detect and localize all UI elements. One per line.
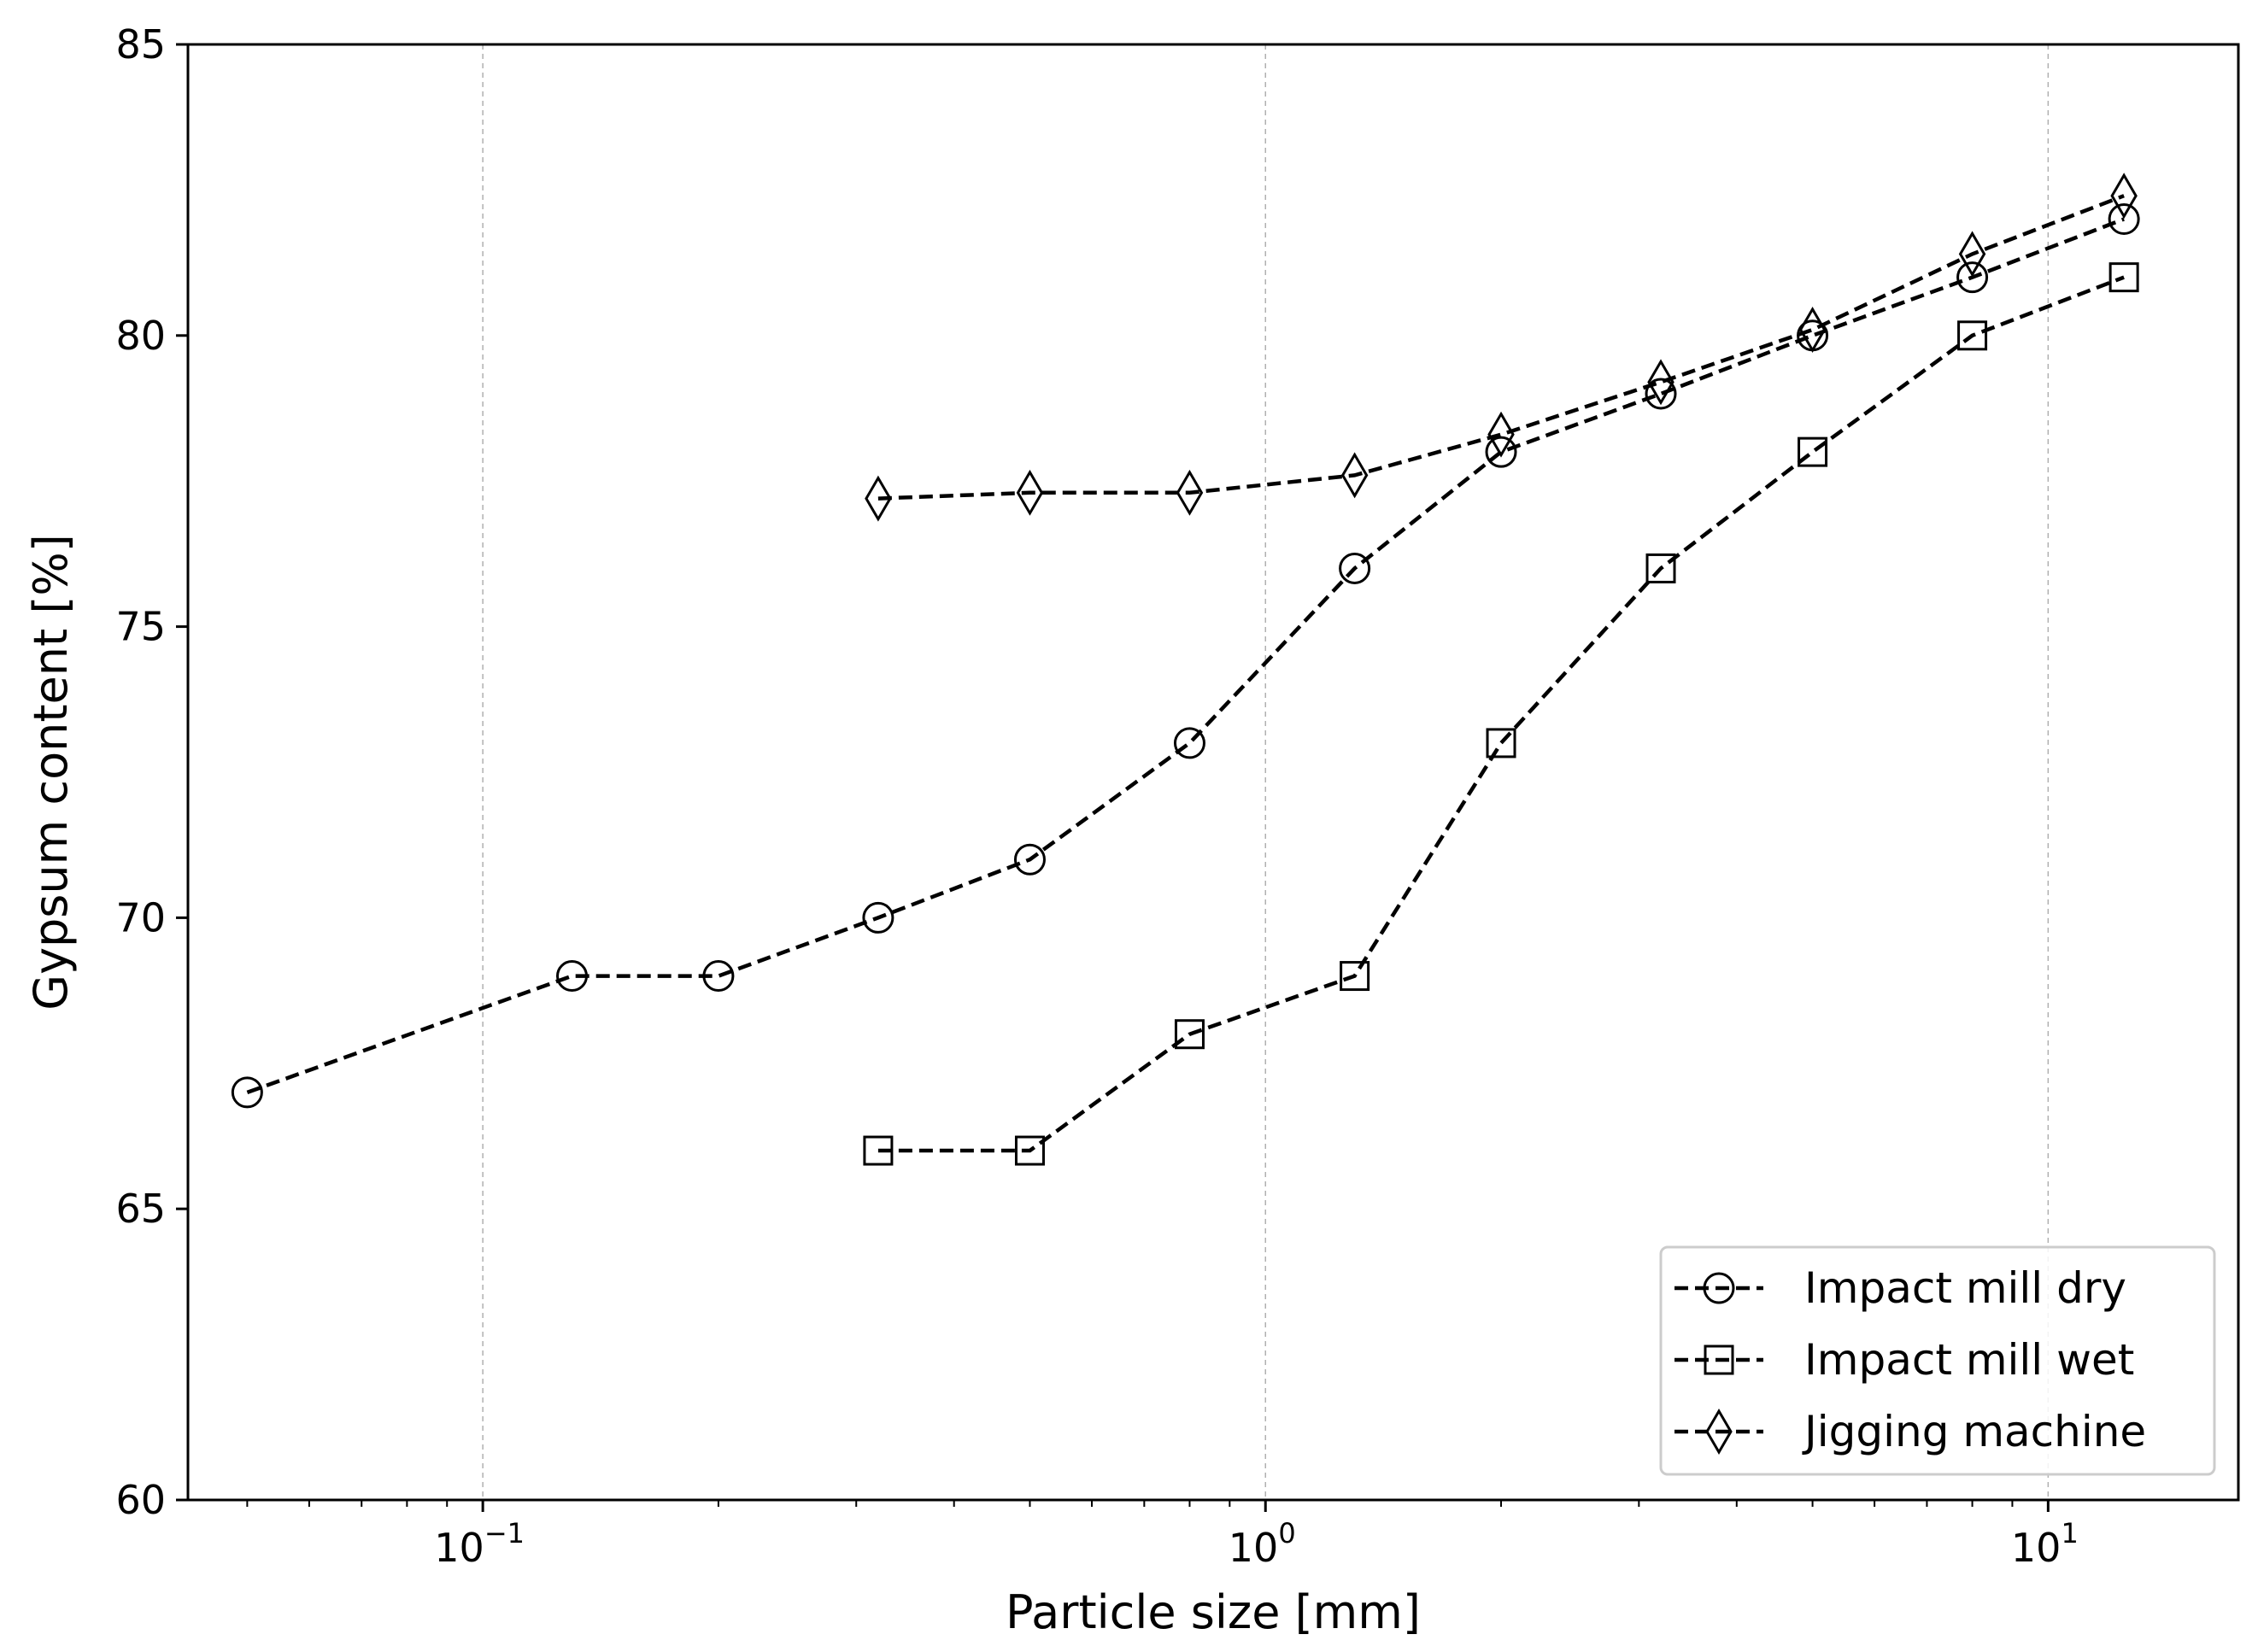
x-tick-label: 10−1 — [434, 1517, 525, 1571]
data-point — [1958, 231, 1986, 278]
data-point — [862, 901, 894, 934]
legend-marker — [1705, 1409, 1733, 1455]
series-layer — [231, 173, 2140, 1166]
data-point — [1485, 436, 1517, 468]
y-tick-label: 65 — [115, 1186, 166, 1232]
legend-label: Jigging machine — [1802, 1407, 2146, 1456]
data-point — [1798, 436, 1828, 467]
legend-marker — [1703, 1272, 1735, 1304]
x-tick-base: 10 — [2011, 1525, 2062, 1571]
x-tick-exponent: −1 — [484, 1517, 525, 1549]
series-square — [863, 262, 2139, 1166]
series-line — [246, 217, 2125, 1095]
data-point — [1174, 1019, 1205, 1050]
data-point — [2110, 173, 2138, 220]
data-point — [556, 960, 589, 993]
data-point — [865, 475, 892, 522]
data-point — [1013, 843, 1046, 876]
data-point — [1645, 378, 1677, 410]
x-tick-exponent: 0 — [1278, 1517, 1295, 1549]
data-point — [1957, 320, 1988, 351]
legend: Impact mill dry Impact mill wet Jigging ma… — [1659, 1245, 2216, 1476]
x-tick-base: 10 — [1229, 1525, 1279, 1571]
data-point — [1340, 961, 1370, 992]
data-point — [1176, 469, 1204, 516]
legend-label: Impact mill dry — [1804, 1263, 2126, 1313]
data-point — [1016, 469, 1044, 516]
x-axis-title: Particle size [mm] — [1006, 1585, 1421, 1639]
x-tick-label: 100 — [1229, 1517, 1296, 1571]
legend-entry: Jigging machine — [1674, 1407, 2146, 1456]
data-point — [2108, 202, 2140, 235]
data-point — [1647, 359, 1674, 406]
x-tick-base: 10 — [434, 1525, 484, 1571]
x-tick-label: 101 — [2011, 1517, 2079, 1571]
y-tick-label: 85 — [115, 21, 166, 67]
data-point — [1645, 553, 1676, 583]
y-tick-label: 80 — [115, 313, 166, 359]
series-line — [877, 275, 2125, 1153]
legend-marker — [1704, 1344, 1734, 1375]
series-diamond — [865, 173, 2138, 522]
series-line — [877, 194, 2125, 501]
data-point — [1014, 1135, 1045, 1166]
data-point — [1956, 261, 1989, 294]
data-point — [702, 960, 735, 993]
legend-label: Impact mill wet — [1804, 1335, 2134, 1385]
data-point — [1486, 728, 1516, 759]
y-tick-label: 75 — [115, 604, 166, 650]
data-point — [1487, 411, 1515, 458]
y-tick-label: 60 — [115, 1477, 166, 1523]
data-point — [1339, 552, 1371, 584]
data-point — [1798, 307, 1827, 353]
legend-box — [1659, 1245, 2216, 1476]
series-circle — [231, 202, 2140, 1109]
data-point — [1173, 727, 1205, 759]
data-point — [863, 1135, 894, 1166]
data-point — [2108, 262, 2139, 293]
y-axis-title: Gypsum content [%] — [24, 534, 78, 1011]
y-tick-label: 70 — [115, 894, 166, 940]
legend-entry: Impact mill dry — [1674, 1263, 2126, 1313]
legend-entry: Impact mill wet — [1674, 1335, 2134, 1385]
data-point — [231, 1076, 263, 1109]
data-point — [1340, 452, 1369, 499]
plot-frame — [186, 43, 2240, 1502]
x-tick-exponent: 1 — [2061, 1517, 2078, 1549]
